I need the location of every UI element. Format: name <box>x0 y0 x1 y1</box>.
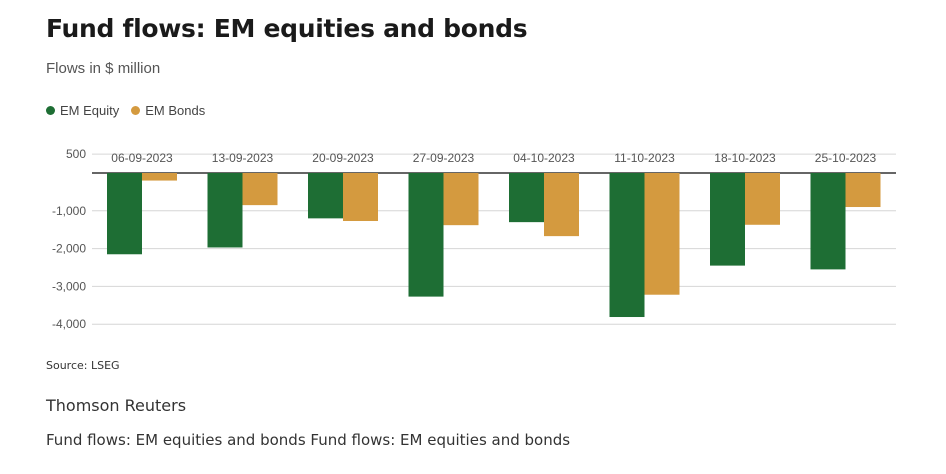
bar-em-equity <box>710 173 745 266</box>
bar-em-equity <box>308 173 343 219</box>
legend-dot-em-equity <box>46 106 55 115</box>
legend-item-em-bonds: EM Bonds <box>131 103 205 118</box>
chart-caption: Fund flows: EM equities and bonds Fund f… <box>46 431 571 449</box>
bar-em-bonds <box>845 173 881 208</box>
category-label: 20-09-2023 <box>312 151 374 165</box>
bar-em-equity <box>810 173 846 270</box>
y-tick-label: -4,000 <box>52 317 86 331</box>
bar-em-bonds <box>745 173 780 225</box>
bar-em-equity <box>609 173 645 318</box>
bar-em-bonds <box>242 173 278 206</box>
category-label: 27-09-2023 <box>413 151 475 165</box>
legend-label-em-equity: EM Equity <box>60 103 120 118</box>
y-tick-label: -2,000 <box>52 242 86 256</box>
publisher-name: Thomson Reuters <box>46 396 187 415</box>
bar-em-equity <box>107 173 142 255</box>
category-label: 11-10-2023 <box>614 151 675 165</box>
category-label: 25-10-2023 <box>815 151 877 165</box>
y-tick-label: 500 <box>66 147 86 161</box>
bar-em-equity <box>509 173 544 223</box>
source-note: Source: LSEG <box>46 359 120 372</box>
category-label: 04-10-2023 <box>513 151 575 165</box>
bar-em-bonds <box>544 173 579 237</box>
bar-em-bonds <box>142 173 177 181</box>
chart-subtitle: Flows in $ million <box>46 60 161 77</box>
legend-label-em-bonds: EM Bonds <box>145 103 206 118</box>
category-label: 13-09-2023 <box>212 151 274 165</box>
bar-em-equity <box>408 173 444 297</box>
bar-em-bonds <box>343 173 378 222</box>
bar-em-bonds <box>443 173 479 226</box>
y-tick-label: -1,000 <box>52 204 86 218</box>
chart-legend: EM Equity EM Bonds <box>46 103 217 118</box>
y-tick-label: -3,000 <box>52 279 86 293</box>
category-label: 18-10-2023 <box>714 151 776 165</box>
bar-em-equity <box>207 173 243 248</box>
chart-title: Fund flows: EM equities and bonds <box>46 14 528 43</box>
category-label: 06-09-2023 <box>111 151 173 165</box>
bar-chart: 500 -1,000 -2,000 -3,000 -4,000 06-09-2023 13-… <box>52 147 896 331</box>
bar-em-bonds <box>644 173 680 295</box>
legend-dot-em-bonds <box>131 106 141 115</box>
legend-item-em-equity: EM Equity <box>46 103 119 118</box>
